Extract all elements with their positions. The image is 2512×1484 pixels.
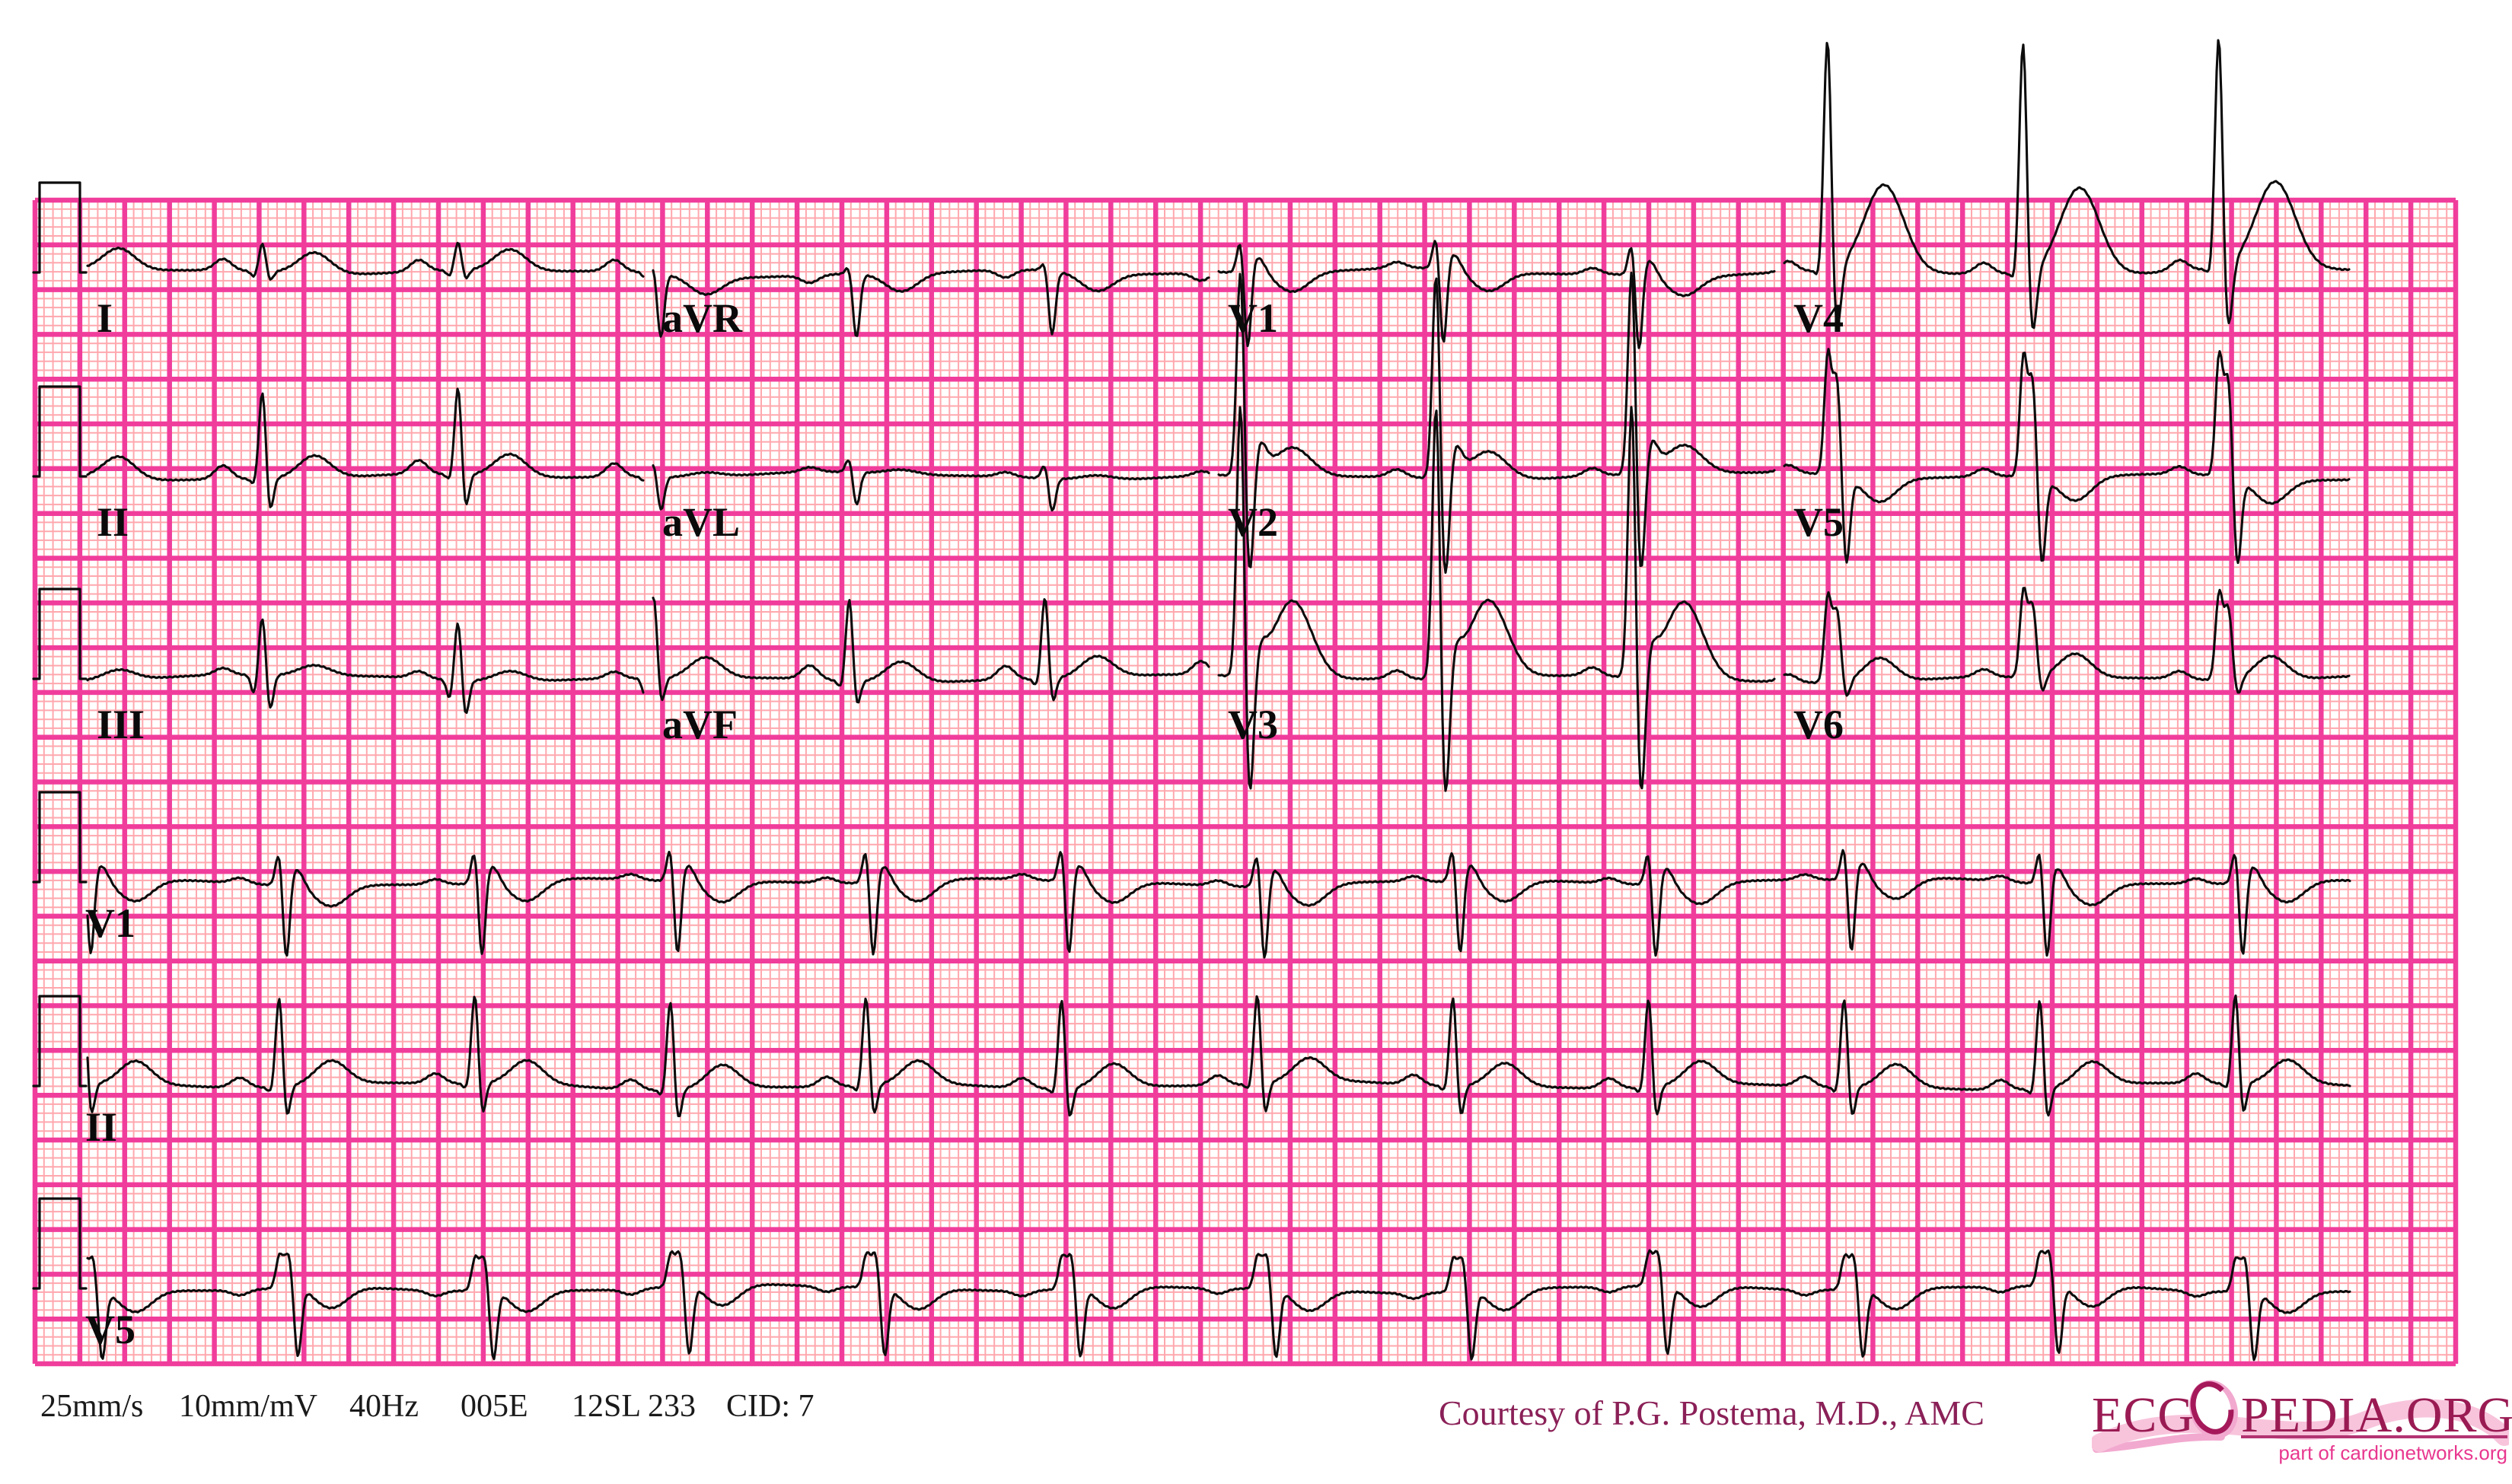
ecg-trace-row-3-V6: [1783, 587, 2351, 697]
ecg-trace-row-3-aVF: [652, 597, 1210, 704]
lead-label-V6-row-3: V6: [1793, 702, 1844, 747]
footer-paper-speed: 25mm/s: [40, 1389, 144, 1424]
ecg-trace-row-6-V5: [86, 1249, 2351, 1361]
calibration-pulse-row-3: [32, 588, 88, 680]
ecg-trace-row-4-V1: [86, 849, 2351, 959]
grid-major-lines: [32, 197, 2459, 1367]
lead-label-V1-row-1: V1: [1228, 295, 1278, 341]
heart-loop-icon: [2190, 1381, 2234, 1435]
ecg-trace-row-1-V1: [1217, 240, 1776, 349]
swoosh-tail: [2093, 1432, 2225, 1453]
footer-algorithm: 12SL 233: [572, 1389, 696, 1424]
footer-device-code: 005E: [461, 1389, 528, 1424]
logo-text-ecg: ECG: [2092, 1387, 2195, 1443]
logo-tagline: part of cardionetworks.org: [2278, 1441, 2507, 1464]
lead-label-aVF-row-3: aVF: [662, 702, 738, 747]
lead-label-V4-row-1: V4: [1793, 295, 1844, 341]
calibration-pulse-row-4: [32, 791, 88, 884]
ecg-trace-row-1-V4: [1783, 39, 2351, 330]
footer-filter: 40Hz: [349, 1389, 419, 1424]
lead-label-V5-row-6: V5: [85, 1307, 135, 1352]
ecg-trace-row-2-II: [86, 387, 645, 508]
logo-text-pedia: PEDIA.ORG: [2241, 1387, 2512, 1443]
footer-cid: CID: 7: [726, 1389, 814, 1424]
ecg-trace-row-3-III: [86, 618, 645, 715]
calibration-pulse-row-1: [32, 181, 88, 274]
calibration-pulse-row-6: [32, 1197, 88, 1290]
ecg-trace-row-2-V2: [1217, 271, 1776, 574]
swoosh-wave: [2092, 1399, 2509, 1452]
calibration-pulse-row-5: [32, 995, 88, 1088]
lead-label-II-row-5: II: [85, 1104, 117, 1150]
logo-swoosh-graphic: [2092, 1380, 2509, 1453]
logo-underline: [2241, 1435, 2507, 1438]
footer-gain: 10mm/mV: [179, 1389, 318, 1424]
ecg-trace-row-2-aVL: [652, 459, 1210, 512]
lead-label-aVL-row-2: aVL: [662, 499, 740, 545]
ecg-trace-row-1-I: [86, 241, 645, 281]
lead-label-V3-row-3: V3: [1228, 702, 1278, 747]
ecg-grid: [32, 197, 2459, 1367]
lead-label-III-row-3: III: [97, 702, 145, 747]
lead-label-aVR-row-1: aVR: [662, 295, 743, 341]
lead-label-V1-row-4: V1: [85, 900, 135, 946]
ecg-trace-row-5-II: [86, 994, 2351, 1117]
calibration-pulse-row-2: [32, 385, 88, 478]
ecgpedia-logo: ECG PEDIA.ORG part of cardionetworks.org: [2092, 1376, 2512, 1467]
ecg-trace-row-2-V5: [1783, 348, 2351, 565]
lead-label-V5-row-2: V5: [1793, 499, 1844, 545]
lead-label-I-row-1: I: [97, 295, 113, 341]
courtesy-credit: Courtesy of P.G. Postema, M.D., AMC: [1439, 1393, 1984, 1432]
ecg-trace-row-3-V3: [1217, 406, 1776, 792]
ecg-trace-row-1-aVR: [652, 263, 1210, 338]
lead-label-II-row-2: II: [97, 499, 129, 545]
